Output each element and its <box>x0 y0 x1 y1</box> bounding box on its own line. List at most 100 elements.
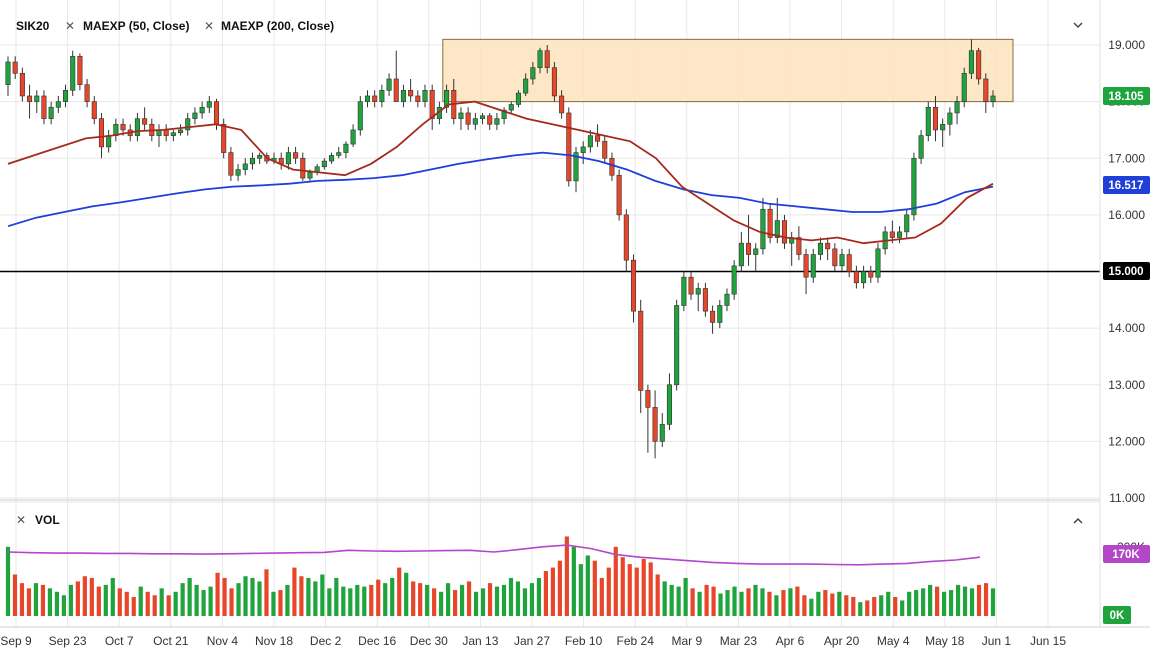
volume-bar <box>54 591 59 616</box>
volume-bar <box>369 584 374 616</box>
x-tick-label: Mar 9 <box>671 634 702 648</box>
volume-bar <box>606 567 611 616</box>
candle-body <box>918 135 924 159</box>
volume-bar <box>5 546 11 616</box>
candle-body <box>213 101 220 125</box>
candle-body <box>875 248 881 278</box>
ma200-badge: 16.517 <box>1103 176 1150 194</box>
y-tick-label: 19.000 <box>1108 38 1145 52</box>
volume-bar <box>376 579 381 616</box>
volume-bar <box>774 595 779 616</box>
volume-bars <box>5 536 996 616</box>
volume-bar <box>788 588 793 616</box>
volume-bar <box>522 588 528 616</box>
candle-body <box>774 220 780 238</box>
volume-bar <box>662 581 667 616</box>
candle-body <box>681 276 687 306</box>
volume-bar <box>760 588 765 616</box>
candle-body <box>731 265 737 295</box>
x-tick-label: Sep 23 <box>49 634 87 648</box>
candle-body <box>932 106 939 131</box>
candle-body <box>983 78 989 102</box>
candle-body <box>817 242 823 255</box>
y-tick-label: 16.000 <box>1108 208 1145 222</box>
x-tick-label: May 4 <box>877 634 910 648</box>
candle-body <box>12 61 18 74</box>
volume-bar <box>432 588 437 616</box>
volume-bar <box>82 576 87 616</box>
candle-body <box>372 95 378 102</box>
volume-bar <box>844 595 849 616</box>
volume-bar <box>879 595 884 616</box>
x-tick-label: Sep 9 <box>0 634 32 648</box>
remove-study1-button[interactable]: ✕ <box>65 19 75 33</box>
volume-bar <box>704 584 709 616</box>
candle-body <box>695 288 701 295</box>
chevron-up-icon[interactable] <box>1073 517 1083 524</box>
volume-ma-line <box>7 544 981 566</box>
chevron-down-icon[interactable] <box>1073 22 1083 29</box>
volume-bar <box>529 583 535 616</box>
candle-body <box>379 90 385 102</box>
level-badge: 15.000 <box>1103 262 1150 280</box>
remove-study2-button[interactable]: ✕ <box>204 19 214 33</box>
volume-bar <box>753 584 758 616</box>
x-tick-label: Oct 21 <box>153 634 189 648</box>
volume-bar <box>990 588 996 616</box>
volume-bar <box>487 583 493 616</box>
volume-bar <box>907 591 912 616</box>
candle-body <box>84 84 90 102</box>
x-tick-label: Jun 1 <box>982 634 1012 648</box>
x-tick-label: Feb 10 <box>565 634 603 648</box>
candle-body <box>508 104 514 111</box>
volume-bar <box>404 572 409 616</box>
x-tick-label: Jan 27 <box>514 634 550 648</box>
volume-bar <box>75 581 80 616</box>
candle-body <box>329 155 335 162</box>
volume-bar <box>138 586 143 616</box>
volume-bar <box>955 584 961 616</box>
volume-bar <box>215 572 220 616</box>
volume-bar <box>900 600 905 616</box>
volume-bar <box>320 574 325 616</box>
candle-body <box>911 157 917 216</box>
volume-bar <box>33 583 39 616</box>
candle-body <box>760 208 766 250</box>
volume-bar <box>669 584 674 616</box>
candle-body <box>825 242 831 250</box>
volume-bar <box>26 588 32 616</box>
volume-study-label: VOL <box>35 513 60 527</box>
candle-body <box>961 73 967 102</box>
volume-bar <box>180 583 185 616</box>
candle-body <box>551 67 557 97</box>
candle-body <box>501 109 507 119</box>
volume-bar <box>928 584 933 616</box>
volume-bar <box>96 586 101 616</box>
candle-body <box>753 248 759 255</box>
volume-bar <box>390 577 395 616</box>
x-tick-label: Mar 23 <box>720 634 758 648</box>
volume-bar <box>480 588 486 616</box>
x-tick-label: Oct 7 <box>105 634 134 648</box>
volume-bar <box>159 588 164 616</box>
candle-body <box>400 90 406 102</box>
candle-body <box>300 157 306 179</box>
volume-bar <box>439 591 444 616</box>
volume-bar <box>292 567 297 616</box>
last-price-badge: 18.105 <box>1103 87 1150 105</box>
candle-body <box>904 214 910 233</box>
candle-body <box>595 135 601 142</box>
x-tick-label: Feb 24 <box>617 634 655 648</box>
candle-body <box>523 78 529 94</box>
candle-body <box>364 95 371 102</box>
volume-bar <box>872 596 877 616</box>
volume-bar <box>173 591 178 616</box>
volume-bar <box>89 577 94 616</box>
volume-bar <box>452 590 458 616</box>
candle-body <box>897 231 903 238</box>
volume-bar <box>19 583 25 616</box>
volume-bar <box>152 595 157 616</box>
remove-volume-button[interactable]: ✕ <box>16 513 26 527</box>
volume-bar <box>494 586 500 616</box>
